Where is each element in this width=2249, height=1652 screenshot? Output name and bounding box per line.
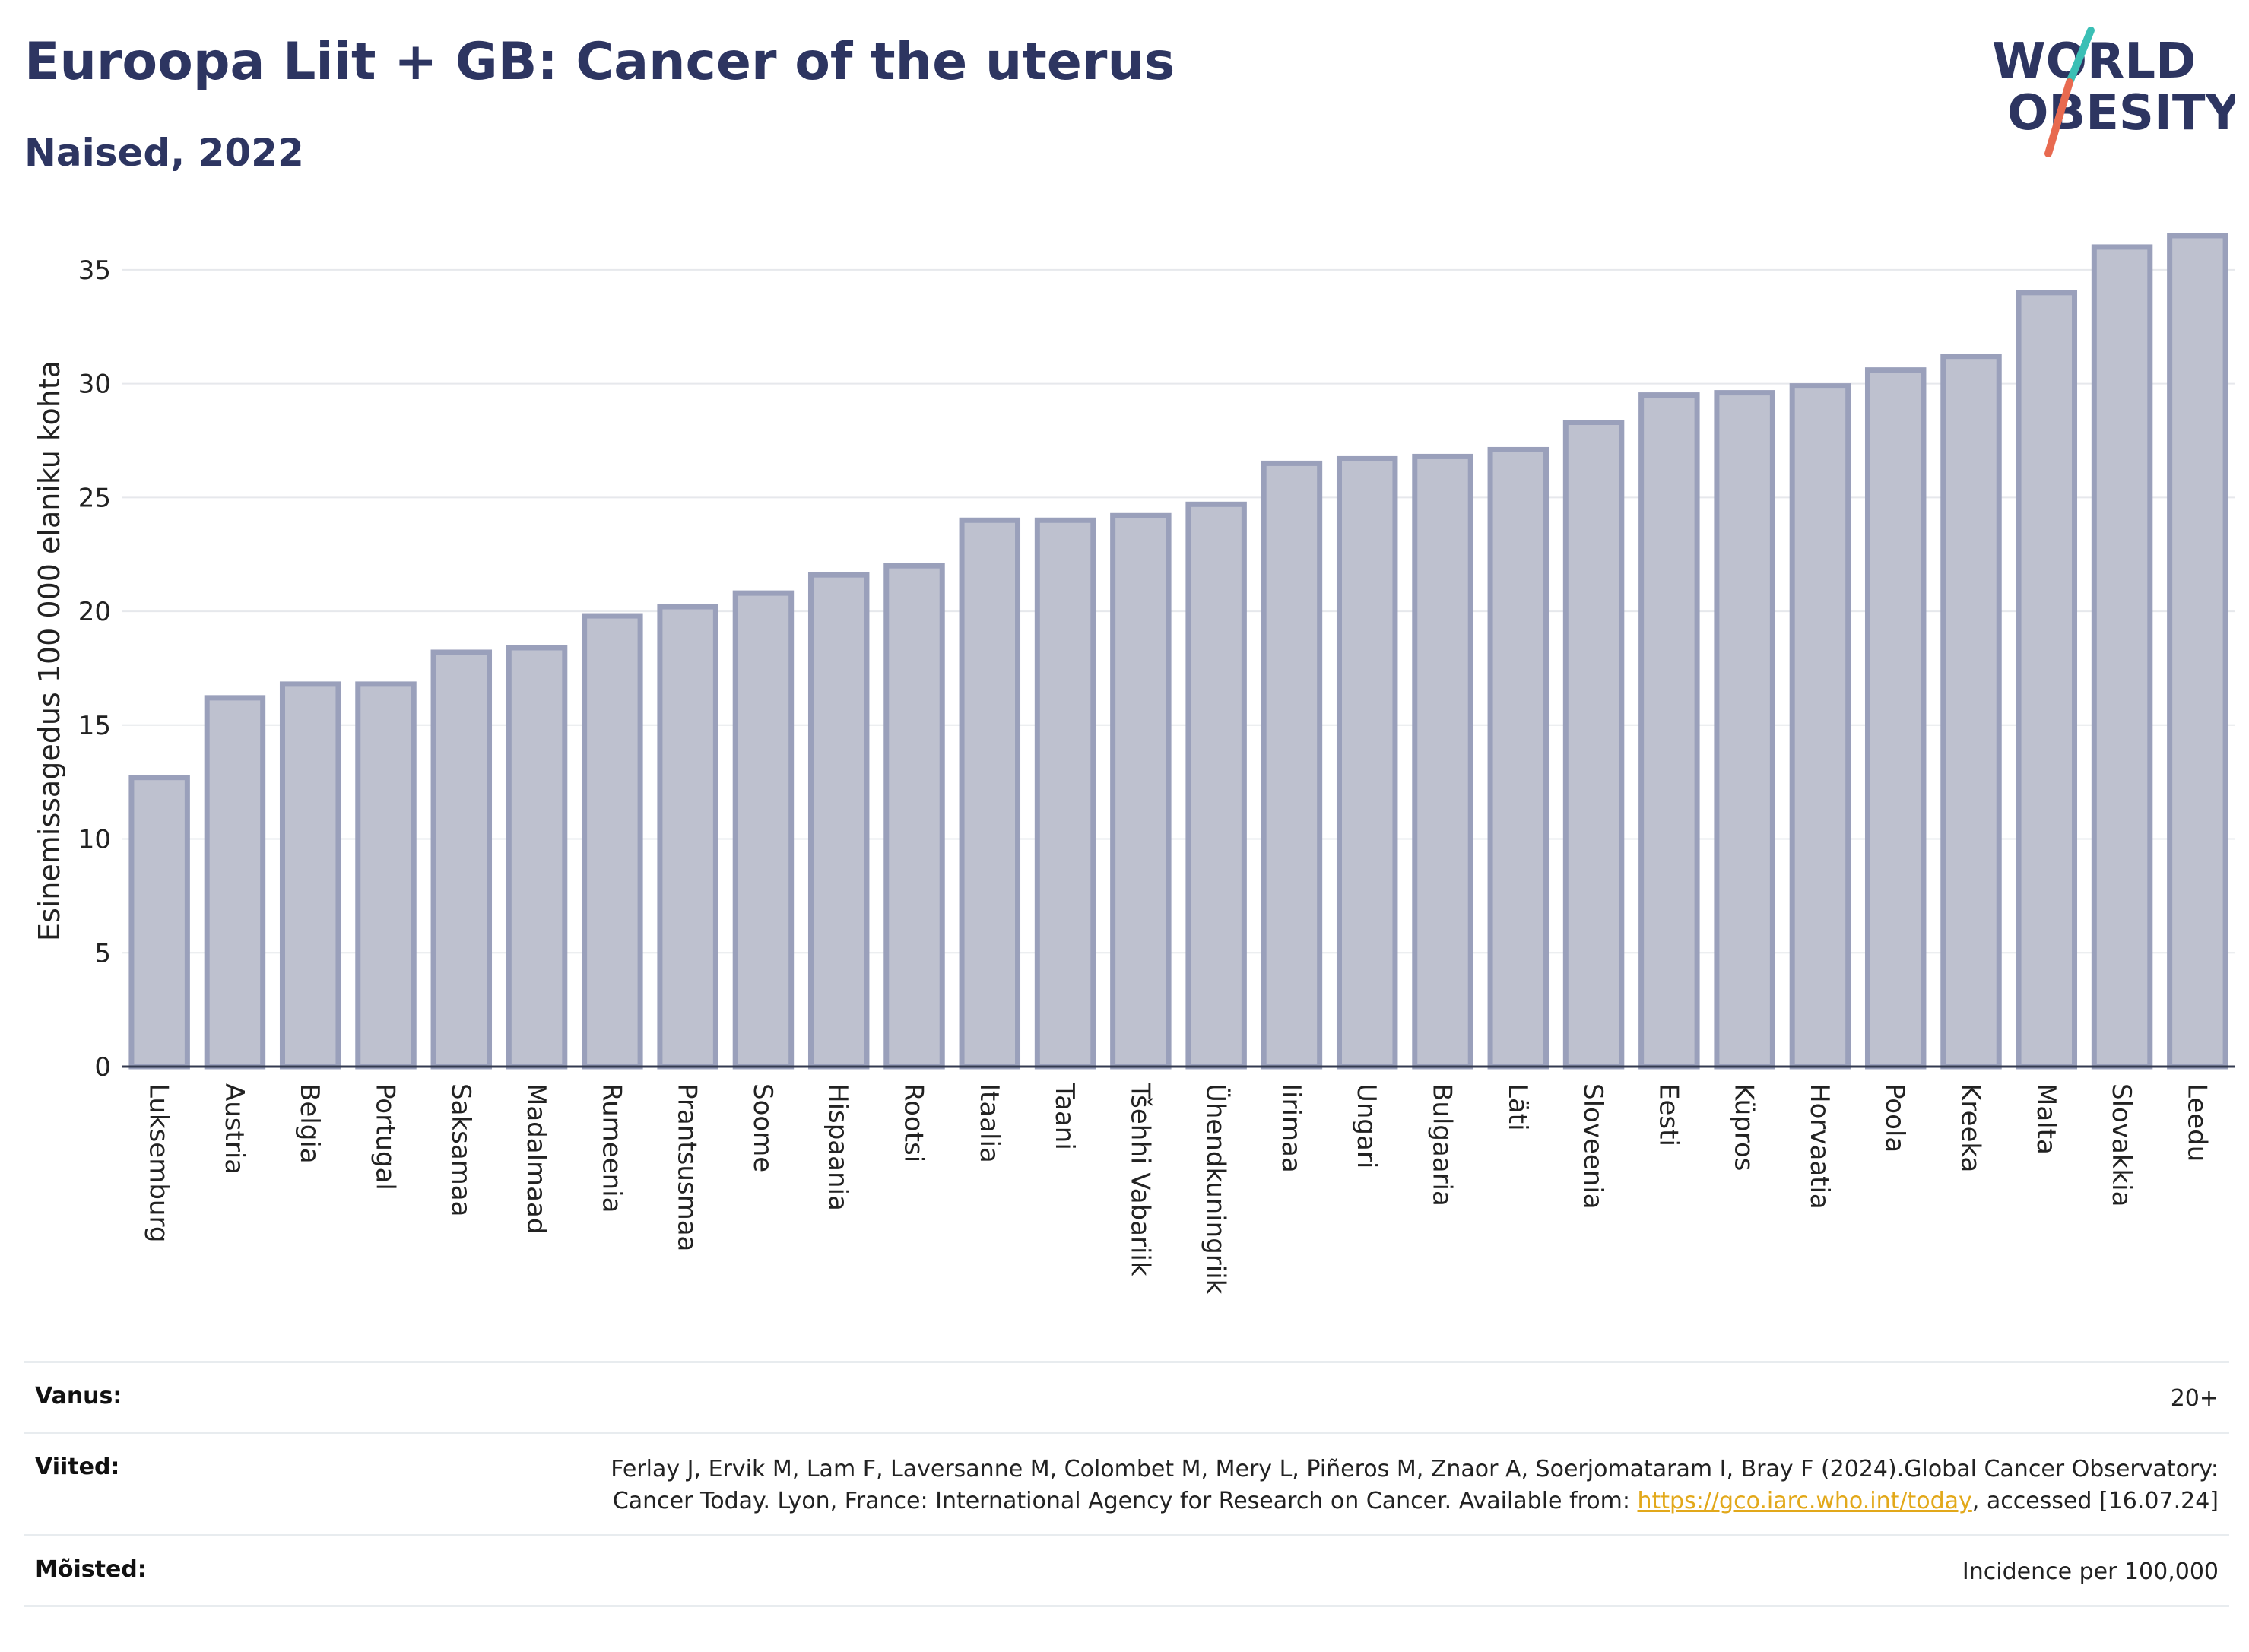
logo-slash-teal (2066, 27, 2095, 86)
references-link[interactable]: https://gco.iarc.who.int/today (1637, 1488, 1972, 1514)
bar-7[interactable] (657, 604, 718, 1070)
info-row-definitions: Mõisted: Incidence per 100,000 (24, 1534, 2229, 1607)
x-tick-label: Sloveenia (1578, 1083, 1608, 1210)
logo-slash-red (2044, 78, 2073, 157)
logo-word-world: WORLD (1992, 33, 2196, 90)
logo-word-obesity: OBESITY (2007, 85, 2235, 141)
x-tick-label: Tšehhi Vabariik (1124, 1083, 1155, 1276)
x-tick-label: Rootsi (899, 1083, 929, 1162)
y-tick-labels: 0 5 10 15 20 25 30 35 (78, 255, 111, 1083)
bar-23[interactable] (1864, 367, 1927, 1070)
y-tick-label: 20 (78, 597, 111, 627)
y-tick-label: 0 (94, 1052, 111, 1083)
x-tick-label: Belgia (294, 1083, 325, 1164)
x-tick-label: Madalmaad (521, 1083, 551, 1234)
bar-27[interactable] (2167, 233, 2228, 1070)
bar-9[interactable] (807, 572, 870, 1070)
chart-title: Euroopa Liit + GB: Cancer of the uterus (24, 32, 1175, 92)
age-label: Vanus: (35, 1383, 122, 1409)
age-value: 20+ (2170, 1385, 2219, 1412)
y-tick-label: 10 (78, 825, 111, 855)
bar-12[interactable] (1034, 517, 1096, 1070)
bar-16[interactable] (1336, 455, 1398, 1070)
bar-8[interactable] (732, 590, 795, 1070)
y-tick-label: 15 (78, 711, 111, 741)
references-label: Viited: (35, 1454, 120, 1480)
references-text-end: , accessed [16.07.24] (1971, 1488, 2219, 1514)
x-tick-label: Ungari (1351, 1083, 1381, 1168)
definitions-label: Mõisted: (35, 1556, 147, 1583)
info-row-references: Viited: Ferlay J, Ervik M, Lam F, Lavers… (24, 1432, 2229, 1534)
bar-10[interactable] (883, 563, 945, 1070)
bar-22[interactable] (1789, 383, 1851, 1070)
x-tick-label: Poola (1879, 1083, 1910, 1153)
x-tick-label: Küpros (1729, 1083, 1759, 1171)
bar-24[interactable] (1940, 354, 2002, 1070)
x-tick-label: Prantsusmaa (672, 1083, 703, 1251)
x-tick-label: Hispaania (823, 1083, 853, 1211)
bar-1[interactable] (204, 695, 266, 1070)
bar-21[interactable] (1714, 390, 1775, 1070)
y-tick-label: 5 (94, 938, 111, 969)
world-obesity-logo: WORLD OBESITY (1992, 27, 2235, 157)
x-tick-label: Malta (2031, 1083, 2061, 1155)
bar-3[interactable] (355, 681, 417, 1070)
bar-19[interactable] (1562, 420, 1625, 1070)
bar-15[interactable] (1261, 460, 1323, 1070)
info-table: Vanus: 20+ Viited: Ferlay J, Ervik M, La… (24, 1361, 2229, 1607)
bar-17[interactable] (1412, 453, 1473, 1070)
definitions-value: Incidence per 100,000 (1962, 1558, 2219, 1585)
x-tick-labels: Luksemburg Austria Belgia Portugal Saksamaa M… (144, 1083, 2213, 1295)
x-tick-label: Eesti (1653, 1083, 1683, 1146)
x-tick-label: Bulgaaria (1427, 1083, 1458, 1206)
x-tick-label: Leedu (2181, 1083, 2212, 1162)
bar-11[interactable] (959, 517, 1021, 1070)
bar-2[interactable] (279, 681, 341, 1070)
x-tick-label: Kreeka (1956, 1083, 1986, 1172)
x-tick-label: Soome (747, 1083, 778, 1172)
references-value: Ferlay J, Ervik M, Lam F, Laversanne M, … (546, 1454, 2219, 1517)
bar-25[interactable] (2016, 290, 2078, 1070)
y-axis-label: Esinemissagedus 100 000 elaniku kohta (33, 360, 66, 941)
x-tick-label: Austria (219, 1083, 249, 1175)
x-tick-label: Saksamaa (446, 1083, 476, 1216)
x-tick-label: Slovakkia (2106, 1083, 2136, 1206)
info-row-age: Vanus: 20+ (24, 1361, 2229, 1432)
bar-0[interactable] (128, 775, 190, 1070)
bar-26[interactable] (2091, 244, 2153, 1070)
y-tick-label: 35 (78, 255, 111, 286)
x-tick-label: Itaalia (974, 1083, 1004, 1163)
bar-4[interactable] (430, 649, 493, 1070)
x-tick-label: Iirimaa (1276, 1083, 1306, 1173)
x-tick-label: Luksemburg (144, 1083, 174, 1242)
bar-13[interactable] (1110, 512, 1172, 1070)
bar-chart: 0 5 10 15 20 25 30 35 Luksemburg Austria Belgia Po… (33, 233, 2235, 1295)
x-tick-label: Portugal (370, 1083, 401, 1191)
bar-5[interactable] (506, 645, 568, 1070)
x-tick-label: Läti (1502, 1083, 1533, 1131)
bar-18[interactable] (1487, 446, 1550, 1070)
y-tick-label: 25 (78, 483, 111, 513)
x-tick-label: Horvaatia (1804, 1083, 1835, 1210)
bar-20[interactable] (1638, 392, 1700, 1070)
x-tick-label: Rumeenia (596, 1083, 626, 1213)
x-tick-label: Taani (1049, 1083, 1080, 1150)
bar-6[interactable] (582, 613, 643, 1070)
x-tick-label: Ühendkuningriik (1201, 1083, 1232, 1295)
chart-subtitle: Naised, 2022 (24, 131, 304, 175)
references-text: Ferlay J, Ervik M, Lam F, Laversanne M, … (611, 1456, 2219, 1514)
y-tick-label: 30 (78, 369, 111, 400)
bars (128, 233, 2228, 1070)
bar-14[interactable] (1185, 501, 1247, 1070)
